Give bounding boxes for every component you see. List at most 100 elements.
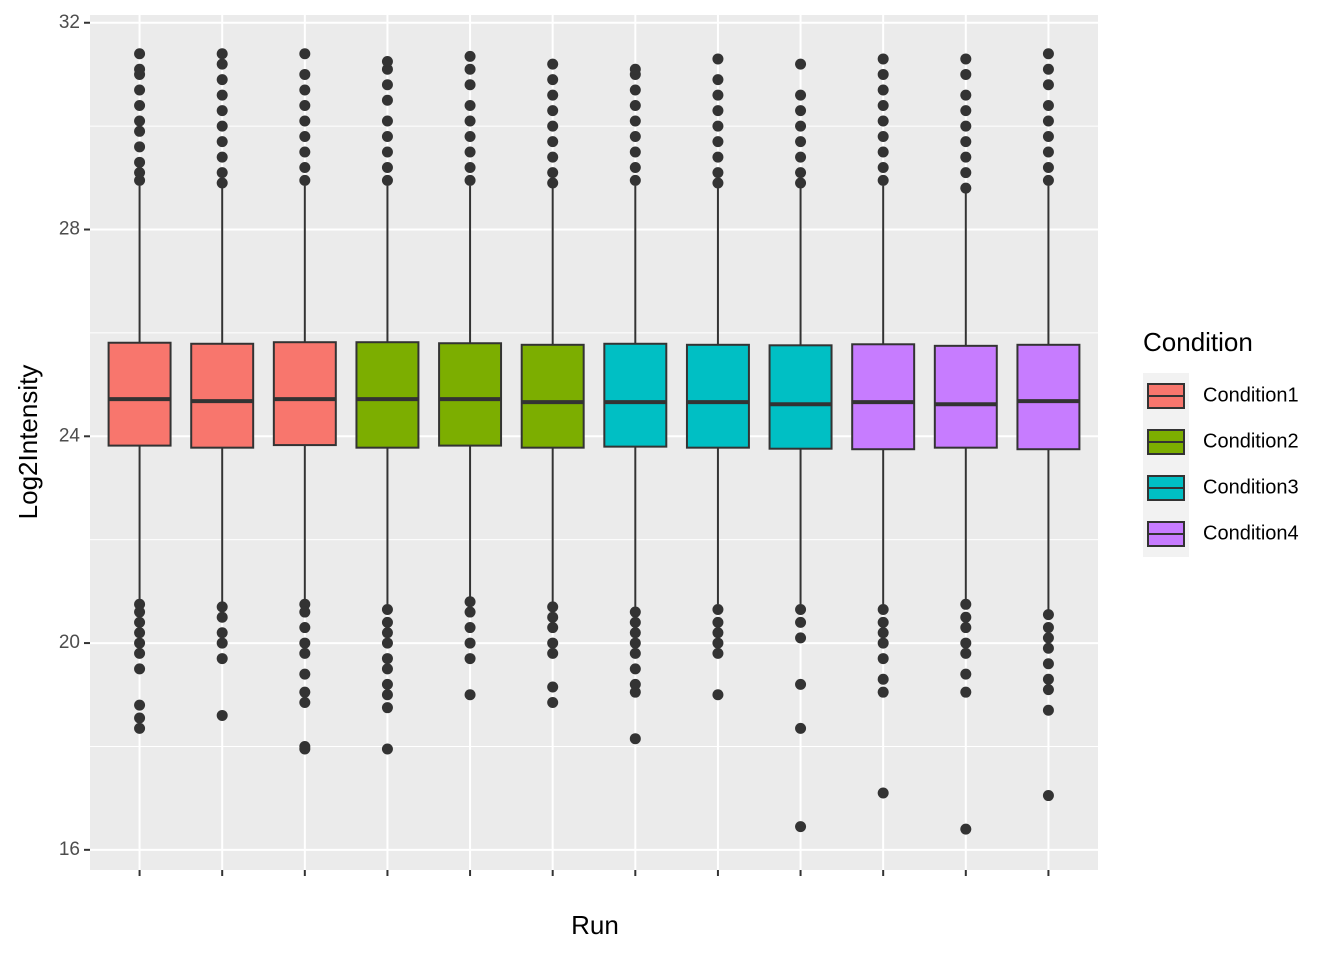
outlier [712, 689, 724, 701]
outlier [547, 89, 559, 101]
plot-panel [90, 15, 1098, 870]
outlier [134, 699, 146, 711]
outlier [795, 603, 807, 615]
outlier [1042, 684, 1054, 696]
outlier [381, 663, 393, 675]
outlier [381, 146, 393, 158]
outlier [547, 136, 559, 148]
outlier [299, 115, 311, 127]
outlier [547, 58, 559, 70]
outlier [299, 146, 311, 158]
outlier [547, 151, 559, 163]
outlier [960, 105, 972, 117]
outlier [134, 156, 146, 168]
outlier [464, 606, 476, 618]
outlier [712, 637, 724, 649]
box [1016, 343, 1081, 451]
outlier [381, 79, 393, 91]
legend-label: Condition3 [1203, 476, 1299, 498]
outlier [381, 56, 393, 68]
outlier [299, 130, 311, 142]
outlier [1042, 99, 1054, 111]
box [355, 341, 420, 449]
outlier [1042, 130, 1054, 142]
outlier [464, 174, 476, 186]
outlier [216, 151, 228, 163]
outlier [795, 722, 807, 734]
outlier [381, 94, 393, 106]
outlier [877, 115, 889, 127]
outlier [381, 63, 393, 75]
outlier [547, 697, 559, 709]
outlier [629, 616, 641, 628]
outlier [134, 63, 146, 75]
outlier [1042, 63, 1054, 75]
outlier [629, 606, 641, 618]
outlier [464, 146, 476, 158]
outlier [216, 627, 228, 639]
outlier [712, 603, 724, 615]
outlier [712, 89, 724, 101]
outlier [216, 58, 228, 70]
outlier [464, 653, 476, 665]
outlier [547, 74, 559, 86]
outlier [464, 99, 476, 111]
outlier [629, 99, 641, 111]
outlier [547, 177, 559, 189]
outlier [299, 637, 311, 649]
y-tick-label: 32 [59, 12, 80, 33]
outlier [381, 603, 393, 615]
outlier [712, 74, 724, 86]
outlier [960, 53, 972, 65]
outlier [381, 161, 393, 173]
outlier [795, 821, 807, 833]
outlier [629, 663, 641, 675]
outlier [960, 686, 972, 698]
outlier [1042, 673, 1054, 685]
box [851, 343, 916, 451]
outlier [795, 151, 807, 163]
outlier [216, 48, 228, 60]
outlier [134, 722, 146, 734]
outlier [299, 598, 311, 610]
outlier [629, 63, 641, 75]
outlier [381, 743, 393, 755]
outlier [795, 89, 807, 101]
outlier [464, 689, 476, 701]
outlier [877, 68, 889, 80]
y-tick-label: 24 [59, 425, 81, 446]
outlier [464, 50, 476, 62]
legend-label: Condition4 [1203, 522, 1299, 544]
outlier [299, 668, 311, 680]
outlier [134, 712, 146, 724]
outlier [1042, 658, 1054, 670]
outlier [629, 84, 641, 96]
outlier [464, 115, 476, 127]
outlier [299, 606, 311, 618]
outlier [795, 58, 807, 70]
outlier [877, 130, 889, 142]
outlier [216, 611, 228, 623]
outlier [216, 167, 228, 179]
outlier [960, 151, 972, 163]
outlier [1042, 632, 1054, 644]
box [768, 344, 833, 450]
outlier [712, 647, 724, 659]
outlier [299, 68, 311, 80]
outlier [712, 53, 724, 65]
outlier [795, 616, 807, 628]
outlier [1042, 48, 1054, 60]
outlier [464, 622, 476, 634]
outlier [712, 120, 724, 132]
outlier [877, 616, 889, 628]
legend-title: Condition [1143, 327, 1253, 357]
outlier [629, 174, 641, 186]
outlier [299, 48, 311, 60]
outlier [216, 177, 228, 189]
outlier [960, 622, 972, 634]
outlier [877, 653, 889, 665]
outlier [629, 678, 641, 690]
outlier [547, 167, 559, 179]
outlier [381, 702, 393, 714]
outlier [795, 632, 807, 644]
